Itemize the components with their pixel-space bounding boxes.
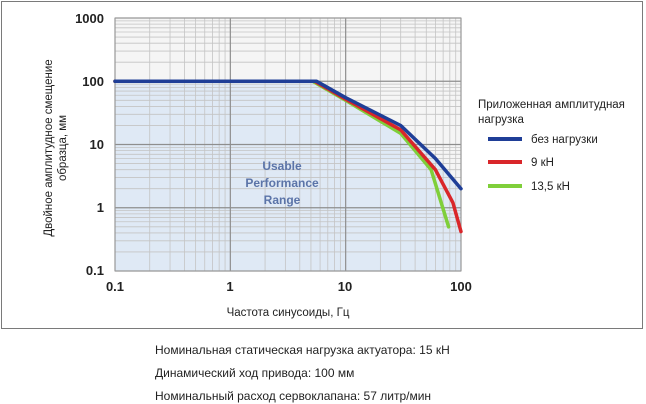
- legend-title-line-2: нагрузка: [478, 114, 525, 126]
- usable-range-annotation: Usable Performance Range: [245, 159, 319, 207]
- legend: Приложенная амплитудная нагрузка без наг…: [478, 99, 625, 193]
- chart-frame: [1, 1, 643, 329]
- note-stroke: Динамический ход привода: 100 мм: [155, 366, 355, 380]
- usable-range-region: [115, 81, 461, 271]
- y-axis-label-line-2: образца, мм: [57, 115, 69, 181]
- y-axis-label-line-1: Двойное амплитудное смещение: [43, 59, 55, 236]
- x-tick-labels: 0.1 1 10 100: [106, 279, 472, 294]
- plot-border: [114, 17, 462, 272]
- annotation-line-3: Range: [264, 193, 301, 207]
- x-tick-label: 10: [338, 279, 352, 294]
- series-lines: [113, 79, 463, 234]
- annotation-line-2: Performance: [245, 176, 319, 190]
- legend-label: 13,5 кН: [531, 181, 570, 193]
- note-flow: Номинальный расход сервоклапана: 57 литр…: [155, 389, 432, 403]
- y-tick-label: 100: [82, 74, 104, 89]
- series-line-0: [113, 79, 463, 191]
- x-tick-label: 1: [226, 279, 233, 294]
- note-static-load: Номинальная статическая нагрузка актуато…: [155, 343, 450, 357]
- legend-title-line-1: Приложенная амплитудная: [478, 99, 625, 111]
- x-tick-label: 100: [450, 279, 472, 294]
- y-tick-labels: 0.1 1 10 100 1000: [75, 11, 104, 278]
- y-tick-label: 10: [90, 137, 104, 152]
- y-tick-label: 1000: [75, 11, 104, 26]
- legend-label: 9 кН: [531, 157, 554, 169]
- x-tick-label: 0.1: [106, 279, 124, 294]
- x-axis-label: Частота синусоиды, Гц: [227, 307, 350, 319]
- legend-label: без нагрузки: [531, 134, 598, 146]
- annotation-line-1: Usable: [262, 159, 302, 173]
- y-tick-label: 0.1: [86, 263, 104, 278]
- y-tick-label: 1: [97, 200, 104, 215]
